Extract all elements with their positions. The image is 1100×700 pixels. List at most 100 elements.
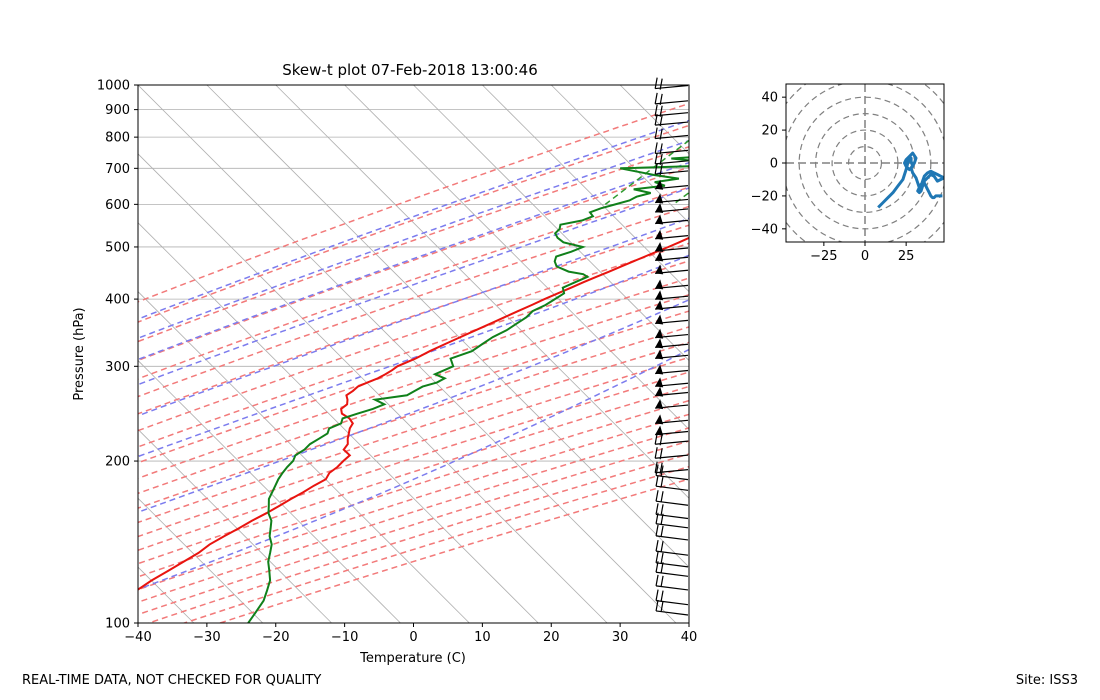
wind-barb-feather (655, 589, 659, 601)
x-tick-label: 30 (612, 630, 629, 645)
isotherm-line (482, 85, 689, 293)
wind-barb-feather (659, 128, 663, 140)
moist-adiabat-line (138, 119, 689, 320)
temperature-trace (138, 236, 689, 591)
wind-barb-feather (654, 92, 658, 104)
wind-barb-feather (654, 433, 658, 445)
wind-barb-flag (655, 203, 664, 214)
mixing-ratio-line (809, 74, 993, 205)
wind-barb-feather (654, 77, 658, 89)
wind-barb-flag (655, 314, 664, 325)
wind-barb-feather (659, 153, 663, 165)
dry-adiabat-line (138, 294, 689, 480)
wind-barb-feather (659, 93, 663, 105)
wind-barb-flag (655, 364, 664, 375)
isotherm-line (138, 85, 677, 623)
wind-barb-flag (655, 300, 664, 311)
y-tick-label: 700 (105, 162, 130, 177)
wind-barb-flag (655, 193, 664, 204)
wind-barb-feather (660, 590, 664, 602)
dry-adiabat-line (217, 478, 689, 623)
isotherm-line (138, 222, 539, 623)
wind-barbs (654, 77, 689, 616)
wind-barb-feather (654, 142, 658, 154)
site-label: Site: ISS3 (1015, 673, 1078, 688)
y-tick-label: 800 (105, 131, 130, 146)
isotherm-line (344, 85, 689, 430)
dry-adiabat-line (138, 341, 689, 524)
moist-adiabat-line (138, 254, 689, 458)
wind-barb-flag (655, 377, 664, 388)
wind-barb-feather (655, 574, 659, 586)
wind-barb-feather (655, 503, 659, 515)
x-axis-label: Temperature (C) (359, 651, 466, 666)
x-tick-label: 0 (409, 630, 417, 645)
wind-barb-feather (654, 152, 658, 164)
hodograph-trace (877, 151, 944, 209)
isotherm-line (138, 359, 401, 623)
hodograph-wind-trace (877, 151, 944, 209)
hodograph-axis-ticks: −25 0 25 40 20 0 −20 −40 (751, 91, 915, 264)
moist-adiabat-line (138, 299, 689, 514)
isotherm-line (413, 85, 689, 362)
wind-barb-feather (655, 540, 659, 552)
y-tick-label: 300 (105, 360, 130, 375)
isotherm-line (688, 85, 689, 86)
y-axis-label: Pressure (hPa) (72, 307, 87, 400)
quality-disclaimer: REAL-TIME DATA, NOT CHECKED FOR QUALITY (22, 673, 322, 688)
x-tick-label: −30 (193, 630, 220, 645)
isotherm-line (758, 85, 1100, 623)
wind-barb-flag (655, 242, 664, 253)
isotherm-line (550, 85, 689, 224)
wind-barb-flag (655, 179, 664, 190)
y-tick-label: 200 (105, 455, 130, 470)
wind-barb-flag (655, 338, 664, 349)
hodo-y-tick-label: −40 (751, 222, 778, 237)
wind-barb-flag (655, 279, 664, 290)
wind-barb-feather (654, 162, 658, 175)
dry-adiabat-line (138, 356, 689, 538)
wind-barb-feather (655, 599, 659, 612)
isotherm-line (275, 85, 689, 499)
wind-barb-feather (655, 524, 659, 536)
dry-adiabat-line (138, 224, 689, 415)
wind-barb-feather (660, 525, 664, 537)
skewt-plot: −40 −30 −20 −10 0 10 20 30 401002003004005006007… (72, 61, 1100, 666)
dry-adiabat-line (138, 102, 689, 303)
hodo-y-tick-label: −20 (751, 189, 778, 204)
isotherm-line (138, 497, 264, 623)
dry-adiabat-line (138, 166, 689, 362)
hodo-x-tick-label: 25 (898, 249, 915, 264)
dry-adiabat-line (138, 260, 689, 448)
dry-adiabat-line (138, 326, 689, 509)
skewt-sounding-lines (138, 156, 689, 623)
wind-barb-flag (655, 229, 664, 240)
dry-adiabat-line (138, 277, 689, 464)
wind-barb-feather (659, 115, 663, 127)
mixing-ratio-line (853, 74, 1040, 205)
dry-adiabat-line (138, 205, 689, 398)
mixing-ratio-line (945, 74, 1100, 205)
dry-adiabat-line (138, 413, 689, 591)
y-tick-label: 400 (105, 293, 130, 308)
hodograph-plot: −25 0 25 40 20 0 −20 −40 (751, 83, 945, 264)
wind-barb-flag (655, 399, 664, 410)
hodo-x-tick-label: 0 (861, 249, 869, 264)
wind-barb-feather (659, 143, 663, 155)
wind-barb-feather (660, 552, 664, 564)
wind-barb-feather (659, 105, 663, 117)
wind-barb-flag (655, 290, 664, 301)
skewt-axis-ticks: −40 −30 −20 −10 0 10 20 30 40 100 200 300 400 500 600 7… (97, 79, 697, 646)
wind-barb-feather (660, 491, 664, 503)
y-tick-label: 500 (105, 240, 130, 255)
dry-adiabat-line (138, 186, 689, 380)
skewt-frame (137, 84, 690, 624)
x-tick-label: 20 (543, 630, 560, 645)
dry-adiabat-line (138, 399, 689, 578)
wind-barb-flag (655, 251, 664, 262)
y-tick-label: 900 (105, 103, 130, 118)
x-tick-label: −10 (331, 630, 358, 645)
wind-barb-feather (654, 104, 658, 116)
y-tick-label: 100 (105, 617, 130, 632)
